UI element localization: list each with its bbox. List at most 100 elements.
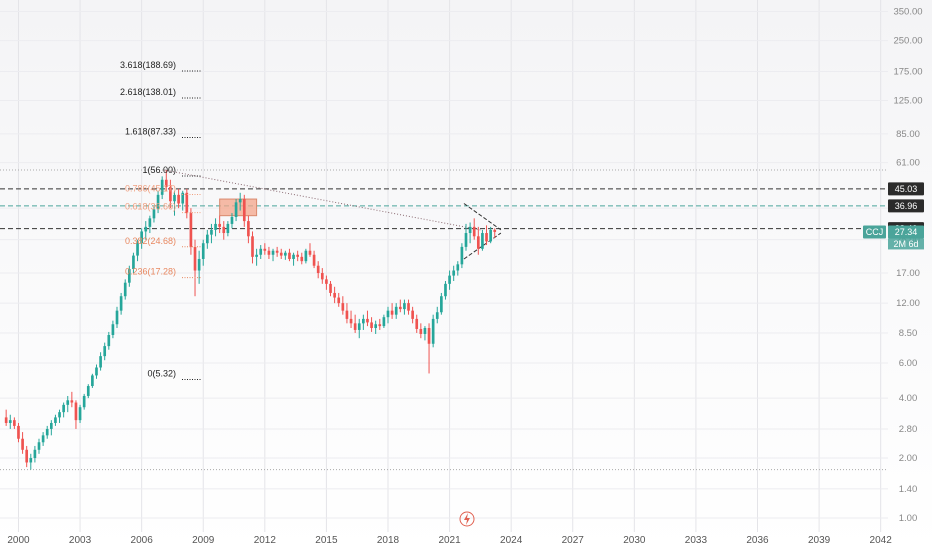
candle-body: [304, 250, 308, 262]
y-tick-label: 350.00: [893, 7, 922, 18]
candle-body: [189, 213, 193, 247]
x-tick-label: 2024: [500, 535, 523, 546]
candle-body: [337, 297, 341, 304]
candle-body: [448, 275, 451, 284]
triangle-upper-line[interactable]: [463, 203, 502, 231]
price-badge: [888, 225, 924, 239]
fib-level-label: 0.618(36.66): [125, 202, 176, 212]
candle-body: [54, 417, 57, 423]
candle-body: [464, 233, 468, 247]
candle-body: [407, 303, 410, 311]
fib-level-label: 0(5.32): [147, 368, 176, 378]
candle-body: [58, 412, 61, 418]
candle-body: [288, 252, 291, 259]
candle-body: [37, 442, 41, 450]
candle-body: [275, 250, 279, 253]
candle-body: [156, 194, 160, 210]
candle-body: [403, 303, 406, 310]
candles-layer: [4, 169, 497, 470]
y-tick-label: 1.40: [899, 484, 918, 495]
y-axis: 1.00 1.40 2.00 2.80 4.00 6.00 8.50 12.00 17.00 25…: [893, 7, 922, 524]
candle-body: [214, 223, 217, 230]
candle-body: [247, 221, 250, 237]
candle-body: [456, 264, 460, 271]
candle-body: [107, 335, 111, 347]
y-tick-label: 8.50: [899, 328, 918, 339]
candle-body: [132, 255, 135, 270]
candle-body: [140, 231, 143, 244]
candle-body: [17, 425, 20, 439]
candle-body: [13, 420, 16, 426]
fib-extension-layer: 3.618(188.69) 2.618(138.01) 1.618(87.33) 1(…: [120, 60, 202, 380]
y-tick-label: 61.00: [896, 158, 920, 169]
candle-body: [177, 194, 180, 204]
y-tick-label: 1.00: [899, 513, 918, 524]
candle-body: [440, 296, 443, 313]
candle-body: [123, 282, 127, 297]
candle-body: [230, 217, 234, 224]
symbol-tag-label: CCJ: [866, 227, 884, 237]
candle-body: [394, 306, 398, 315]
candle-body: [49, 422, 53, 429]
candle-body: [349, 318, 353, 324]
candle-body: [333, 292, 336, 298]
y-tick-label: 17.00: [896, 268, 920, 279]
candle-body: [382, 317, 386, 327]
x-tick-label: 2039: [808, 535, 831, 546]
candle-body: [173, 194, 176, 202]
candle-body: [386, 310, 390, 318]
candle-body: [431, 318, 435, 344]
candle-body: [206, 234, 209, 244]
supply-zone-box[interactable]: [219, 198, 258, 217]
lightning-icon-ring: [459, 511, 475, 527]
x-tick-label: 2033: [685, 535, 708, 546]
candle-body: [144, 226, 148, 232]
x-tick-label: 2027: [562, 535, 585, 546]
price-badge: [888, 182, 924, 196]
candle-body: [353, 323, 357, 330]
price-badge-label: 45.03: [895, 184, 918, 194]
candle-body: [181, 192, 185, 204]
candle-body: [164, 179, 168, 187]
candle-body: [62, 404, 65, 413]
candle-body: [366, 318, 369, 323]
y-tick-label: 175.00: [893, 66, 922, 77]
y-tick-label: 6.00: [899, 358, 918, 369]
candle-body: [493, 229, 497, 232]
candle-body: [476, 236, 480, 249]
candle-body: [70, 400, 74, 403]
candle-body: [111, 324, 115, 336]
y-tick-label: 125.00: [893, 96, 922, 107]
candle-body: [255, 254, 258, 257]
candle-body: [435, 312, 439, 319]
candle-body: [427, 328, 431, 344]
candle-body: [169, 186, 172, 202]
candle-body: [21, 438, 24, 450]
candle-body: [481, 233, 484, 249]
x-tick-label: 2042: [870, 535, 893, 546]
fib-level-label: 0.236(17.28): [125, 267, 176, 277]
candle-body: [325, 279, 328, 284]
candle-body: [41, 435, 45, 443]
x-tick-label: 2036: [746, 535, 769, 546]
candle-body: [74, 402, 78, 421]
candle-body: [103, 346, 107, 357]
x-tick-label: 2006: [131, 535, 154, 546]
candle-body: [390, 310, 394, 315]
fib-level-label: 1(56.00): [142, 165, 176, 175]
candle-body: [300, 256, 304, 262]
y-tick-label: 12.00: [896, 298, 920, 309]
candle-body: [8, 420, 12, 423]
lightning-bolt-icon[interactable]: [459, 511, 475, 527]
candle-body: [238, 199, 242, 203]
trendline-drawing[interactable]: [164, 169, 481, 231]
candle-body: [86, 386, 90, 396]
candle-body: [415, 318, 419, 329]
candle-body: [201, 243, 205, 259]
candle-body: [263, 248, 267, 251]
candle-body: [341, 303, 345, 311]
candle-body: [472, 226, 476, 237]
candle-body: [362, 318, 365, 324]
